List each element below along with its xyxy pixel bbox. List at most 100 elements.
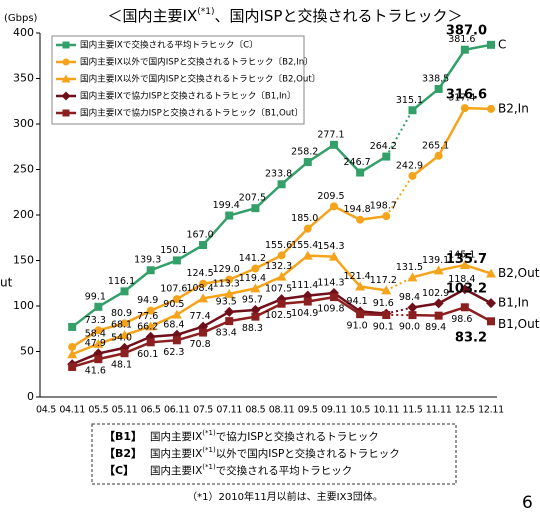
series-line xyxy=(202,214,231,246)
marker xyxy=(486,268,496,278)
value-label: 167.0 xyxy=(186,230,213,241)
value-label: 94.9 xyxy=(137,295,158,306)
value-label: 154.3 xyxy=(317,241,344,252)
marker xyxy=(198,293,209,303)
value-label: 102.9 xyxy=(422,288,449,299)
value-label-emphasis: 135.7 xyxy=(446,252,487,267)
marker xyxy=(433,298,444,309)
marker xyxy=(62,58,70,66)
x-tick-label: 07.5 xyxy=(193,405,213,416)
marker xyxy=(487,317,495,326)
value-label: 77.6 xyxy=(137,311,158,322)
series-line xyxy=(333,143,362,174)
marker xyxy=(303,297,312,306)
marker xyxy=(460,104,469,113)
series-line xyxy=(254,254,283,270)
marker xyxy=(120,287,129,296)
y-tick-label: 250 xyxy=(13,163,34,176)
value-label: 83.4 xyxy=(216,328,237,339)
value-label: 198.7 xyxy=(370,201,397,212)
marker xyxy=(434,151,443,160)
series-line xyxy=(202,278,230,285)
series-line xyxy=(411,154,440,177)
marker xyxy=(433,265,444,275)
x-tick-label: 05.5 xyxy=(88,405,108,416)
series-line xyxy=(97,290,126,308)
series-line xyxy=(229,315,256,323)
definitions-box xyxy=(91,423,457,485)
value-label: 277.1 xyxy=(317,129,344,140)
series-line xyxy=(306,205,335,230)
marker xyxy=(486,298,496,309)
value-label: 233.8 xyxy=(265,169,292,180)
value-label: 338.5 xyxy=(422,73,449,84)
x-tick-label: 10.11 xyxy=(373,405,399,416)
series-line xyxy=(333,291,361,313)
value-label: 90.0 xyxy=(399,322,420,333)
definition-sup: (*1) xyxy=(202,429,216,437)
value-label: 116.1 xyxy=(108,276,135,287)
marker xyxy=(356,310,365,319)
value-label: 60.1 xyxy=(137,349,158,360)
series-line xyxy=(176,297,204,316)
x-tick-label: 04.11 xyxy=(59,405,85,416)
value-label: 155.6 xyxy=(265,240,292,251)
series-line xyxy=(124,335,152,350)
value-label: 139.1 xyxy=(422,255,449,266)
value-label: 194.8 xyxy=(344,204,371,215)
series-line xyxy=(333,296,361,316)
marker xyxy=(250,304,261,315)
value-label: 93.5 xyxy=(216,296,237,307)
page-number: 6 xyxy=(522,493,533,513)
marker xyxy=(487,104,495,113)
y-tick-label: 50 xyxy=(20,345,34,358)
series-line xyxy=(333,255,362,288)
value-label-emphasis: 103.2 xyxy=(446,282,487,297)
value-label: 107.5 xyxy=(265,284,292,295)
series-line xyxy=(98,322,125,332)
series-line xyxy=(438,263,466,272)
marker xyxy=(303,158,312,167)
marker xyxy=(356,215,365,224)
marker xyxy=(61,74,71,83)
value-label: 209.5 xyxy=(317,191,344,202)
series-line xyxy=(464,43,492,51)
series-line xyxy=(150,313,178,328)
value-label: 90.5 xyxy=(163,299,184,310)
marker xyxy=(62,109,70,117)
series-line xyxy=(437,49,466,90)
legend-label: 国内主要IXで協力ISPと交換されるトラヒック〔B1,Out〕 xyxy=(80,107,303,119)
x-tick-label: 06.5 xyxy=(141,405,161,416)
series-line xyxy=(438,306,466,317)
value-label: 98.6 xyxy=(451,314,472,325)
marker xyxy=(382,311,391,320)
value-label: 95.7 xyxy=(242,294,263,305)
series-line xyxy=(228,287,256,296)
y-axis-label: (Gbps) xyxy=(4,13,38,24)
marker xyxy=(172,295,181,304)
value-label: 111.4 xyxy=(291,280,318,291)
series-line xyxy=(385,109,414,158)
value-label: 89.4 xyxy=(425,322,446,333)
value-label: 91.6 xyxy=(373,298,394,309)
value-label: 131.5 xyxy=(396,262,423,273)
marker xyxy=(302,250,313,260)
series-line xyxy=(71,352,99,366)
marker xyxy=(251,204,260,213)
marker xyxy=(68,322,77,331)
x-tick-label: 10.5 xyxy=(350,405,370,416)
value-label: 88.3 xyxy=(242,323,263,334)
marker xyxy=(355,281,366,291)
marker xyxy=(199,241,208,250)
marker xyxy=(146,266,155,275)
title-sup: (*1) xyxy=(197,7,214,17)
series-line xyxy=(254,275,283,290)
marker xyxy=(93,338,104,348)
x-tick-label: 11.5 xyxy=(402,405,422,416)
marker xyxy=(277,180,286,189)
value-label: 109.8 xyxy=(317,304,344,315)
series-line xyxy=(97,333,125,346)
legend-label: 国内主要IX以外で国内ISPと交換されるトラヒック〔B2,Out〕 xyxy=(80,73,320,85)
